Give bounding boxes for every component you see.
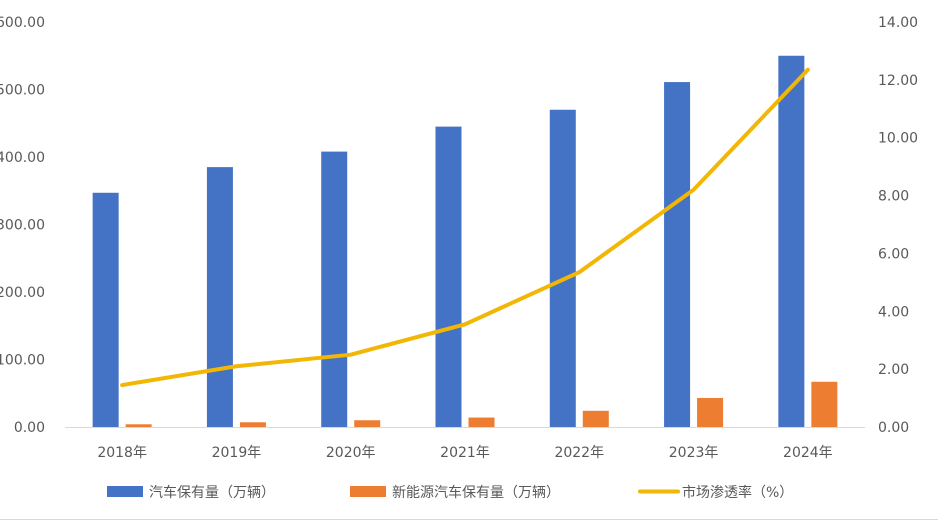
bars — [92, 55, 838, 427]
left-tick-label: 300.00 — [0, 218, 45, 234]
legend-nev-count: 新能源汽车保有量（万辆） — [350, 484, 560, 501]
bar-nev-count — [811, 381, 838, 427]
category-label: 2019年 — [212, 445, 262, 461]
bottom-divider — [0, 519, 938, 520]
bar-vehicle-count — [92, 192, 119, 427]
category-label: 2020年 — [326, 445, 376, 461]
legend: 汽车保有量（万辆） 新能源汽车保有量（万辆） 市场渗透率（%） — [107, 484, 793, 501]
left-tick-label: 500.00 — [0, 83, 45, 99]
bar-vehicle-count — [664, 82, 691, 427]
bar-nev-count — [468, 417, 495, 427]
left-tick-label: 400.00 — [0, 150, 45, 166]
bar-nev-count — [239, 422, 266, 427]
right-tick-label: 2.00 — [878, 362, 909, 378]
legend-swatch — [107, 486, 143, 497]
bar-vehicle-count — [435, 126, 462, 427]
bar-vehicle-count — [778, 55, 805, 427]
left-tick-label: 200.00 — [0, 285, 45, 301]
category-label: 2018年 — [97, 445, 147, 461]
right-tick-label: 10.00 — [878, 131, 918, 147]
legend-vehicle-count: 汽车保有量（万辆） — [107, 484, 275, 501]
bar-vehicle-count — [206, 167, 233, 427]
right-tick-label: 4.00 — [878, 304, 909, 320]
right-tick-label: 8.00 — [878, 189, 909, 205]
left-tick-label: 0.00 — [14, 420, 45, 436]
category-label: 2021年 — [440, 445, 490, 461]
category-label: 2023年 — [669, 445, 719, 461]
right-tick-label: 14.00 — [878, 15, 918, 31]
left-tick-label: 600.00 — [0, 15, 45, 31]
bar-nev-count — [125, 424, 152, 427]
legend-label: 市场渗透率（%） — [682, 484, 793, 501]
legend-penetration-rate: 市场渗透率（%） — [638, 484, 793, 501]
right-tick-label: 0.00 — [878, 420, 909, 436]
left-tick-label: 100.00 — [0, 353, 45, 369]
category-label: 2024年 — [783, 445, 833, 461]
category-labels: 2018年 2019年 2020年 2021年 2022年 2023年 2024年 — [97, 445, 832, 461]
legend-label: 汽车保有量（万辆） — [149, 484, 275, 501]
bar-vehicle-count — [549, 109, 576, 427]
penetration-line — [120, 67, 810, 388]
bar-vehicle-count — [321, 151, 348, 427]
legend-swatch — [350, 486, 386, 497]
category-label: 2022年 — [554, 445, 604, 461]
legend-label: 新能源汽车保有量（万辆） — [392, 484, 560, 501]
right-tick-label: 6.00 — [878, 246, 909, 262]
right-axis-ticks: 0.00 2.00 4.00 6.00 8.00 10.00 12.00 14.00 — [878, 15, 918, 436]
left-axis-ticks: 0.00 100.00 200.00 300.00 400.00 500.00 600.00 — [0, 15, 45, 436]
bar-nev-count — [582, 410, 609, 427]
penetration-rate-line — [120, 67, 810, 388]
bar-nev-count — [354, 420, 381, 427]
bar-nev-count — [697, 397, 724, 427]
right-tick-label: 12.00 — [878, 73, 918, 89]
